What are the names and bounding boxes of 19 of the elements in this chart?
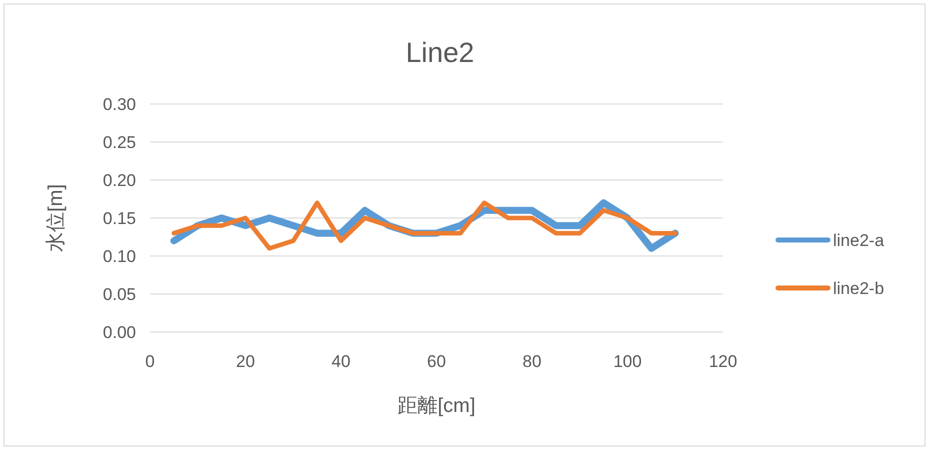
x-tick-label: 120 — [708, 352, 738, 371]
y-tick-label: 0.10 — [102, 247, 136, 266]
x-tick-label: 40 — [332, 352, 350, 371]
x-tick-label: 80 — [522, 352, 542, 371]
y-tick-label: 0.00 — [102, 323, 136, 342]
y-tick-label: 0.25 — [102, 133, 136, 152]
y-tick-label: 0.05 — [102, 285, 136, 304]
y-tick-label: 0.20 — [102, 171, 136, 190]
x-axis-title: 距離[cm] — [398, 395, 476, 417]
x-tick-label: 60 — [427, 352, 446, 371]
legend-label: line2-a — [833, 231, 885, 250]
chart-title: Line2 — [406, 37, 474, 68]
x-tick-label: 0 — [145, 352, 155, 371]
legend-label: line2-b — [833, 279, 884, 298]
x-tick-label: 20 — [236, 352, 255, 371]
y-axis-title: 水位[m] — [45, 184, 67, 252]
y-tick-label: 0.15 — [102, 209, 136, 228]
y-tick-label: 0.30 — [102, 95, 136, 114]
x-tick-label: 100 — [613, 352, 642, 371]
